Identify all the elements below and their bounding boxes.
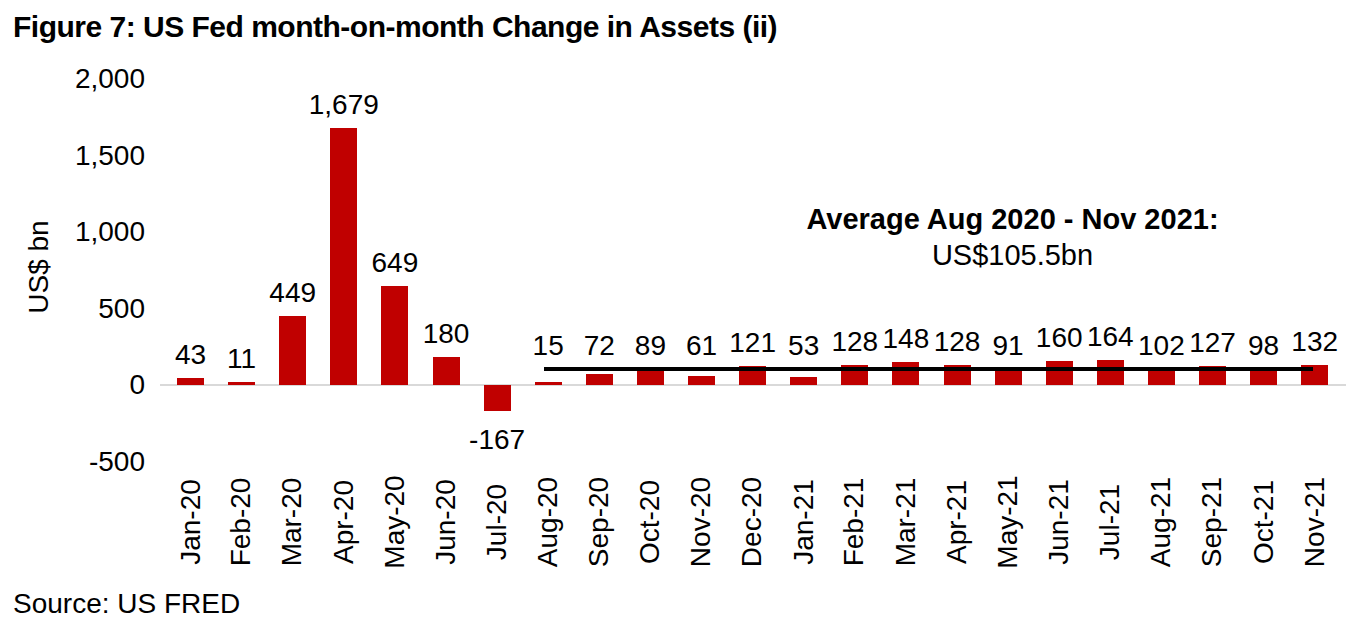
average-annotation: Average Aug 2020 - Nov 2021: US$105.5bn xyxy=(700,201,1325,273)
bar xyxy=(688,376,715,385)
bar xyxy=(535,382,562,385)
bar xyxy=(637,371,664,385)
bar xyxy=(228,382,255,385)
bar xyxy=(484,385,511,411)
bar xyxy=(177,378,204,385)
bar xyxy=(1097,360,1124,385)
chart-title: Figure 7: US Fed month-on-month Change i… xyxy=(13,10,777,44)
bar-value-label: 11 xyxy=(180,344,304,374)
bar-value-label: 1,679 xyxy=(282,90,406,120)
bar xyxy=(1148,369,1175,385)
source-text: Source: US FRED xyxy=(13,588,240,620)
bar xyxy=(433,357,460,385)
y-tick-label: 1,000 xyxy=(20,217,145,247)
chart-figure: Figure 7: US Fed month-on-month Change i… xyxy=(0,0,1351,634)
y-tick-label: 1,500 xyxy=(20,141,145,171)
y-tick-label: 2,000 xyxy=(20,64,145,94)
y-tick-label: 0 xyxy=(20,370,145,400)
bar xyxy=(1250,370,1277,385)
bar xyxy=(892,362,919,385)
bar-value-label: 449 xyxy=(231,278,355,308)
bar xyxy=(790,377,817,385)
x-tick-label: Nov-21 xyxy=(1260,466,1351,578)
average-annotation-value: US$105.5bn xyxy=(700,237,1325,273)
bar-value-label: 132 xyxy=(1253,327,1351,357)
bar xyxy=(1046,361,1073,385)
y-tick-label: -500 xyxy=(20,447,145,477)
average-line xyxy=(544,367,1313,371)
y-tick-label: 500 xyxy=(20,294,145,324)
bar-value-label: 649 xyxy=(333,248,457,278)
average-annotation-title: Average Aug 2020 - Nov 2021: xyxy=(700,201,1325,237)
bar xyxy=(995,371,1022,385)
bar xyxy=(586,374,613,385)
bar-value-label: -167 xyxy=(435,425,559,455)
